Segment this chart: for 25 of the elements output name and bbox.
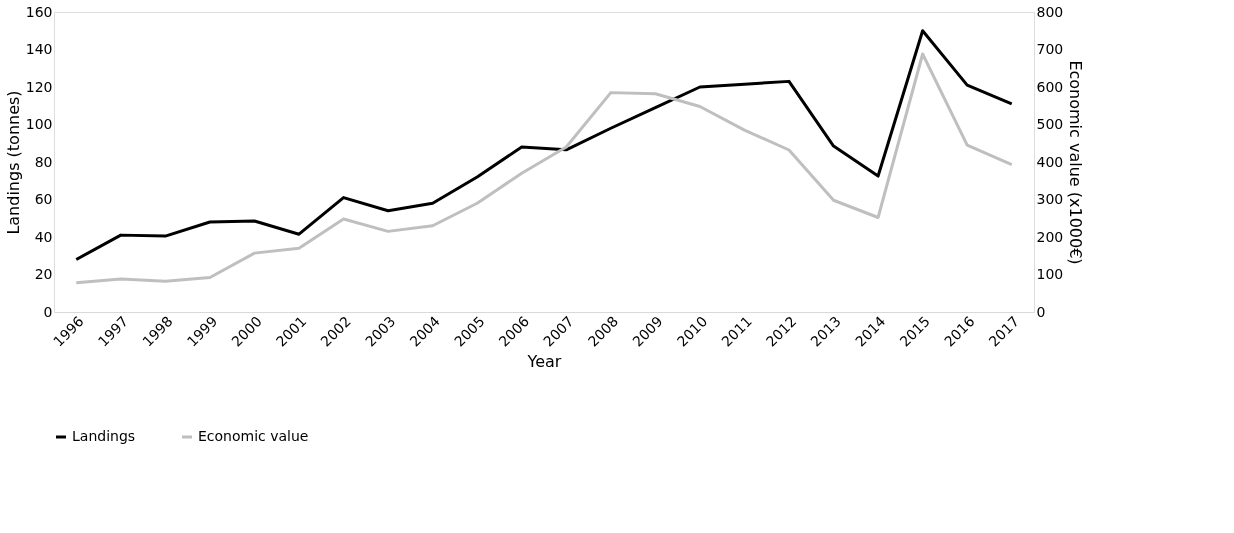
y2-tick-label: 700 [1036,41,1064,57]
y2-tick-label: 0 [1036,303,1046,320]
y-tick-label: 80 [34,153,53,170]
y2-tick-label: 500 [1036,116,1064,132]
y-tick-label: 120 [25,78,53,95]
y2-tick-label: 300 [1036,191,1064,207]
legend-label: Economic value [198,428,309,444]
y2-tick-label: 200 [1036,228,1064,245]
legend-label: Landings [72,428,136,444]
y-tick-label: 40 [34,228,53,245]
y-tick-label: 140 [25,41,53,57]
y-tick-label: 160 [25,3,53,20]
y-tick-label: 60 [34,191,53,207]
y2-tick-label: 100 [1036,266,1064,282]
y-tick-label: 20 [34,266,53,282]
line-series [74,52,1014,285]
y-tick-label: 100 [25,116,53,132]
line-series [74,29,1014,261]
y2-tick-label: 800 [1036,3,1064,20]
y2-tick-label: 400 [1036,153,1064,170]
y2-axis-title: Economic value (x1000€) [1066,60,1086,265]
y-tick-label: 0 [43,303,53,320]
y2-tick-label: 600 [1036,78,1064,95]
y-axis-title: Landings (tonnes) [3,90,23,235]
x-axis-title: Year [526,351,562,371]
